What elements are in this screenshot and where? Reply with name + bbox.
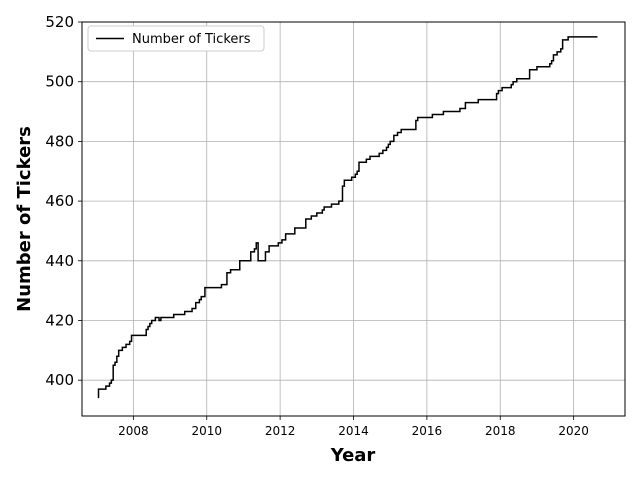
- y-tick-label: 520: [45, 13, 74, 31]
- x-tick-label: 2010: [191, 424, 222, 438]
- x-tick-label: 2020: [558, 424, 589, 438]
- x-axis-title: Year: [330, 445, 376, 466]
- x-tick-label: 2016: [412, 424, 443, 438]
- y-tick-label: 480: [45, 132, 74, 150]
- y-tick-label: 500: [45, 73, 74, 91]
- series-line-number-of-tickers: [97, 36, 598, 399]
- legend-box: [87, 25, 265, 52]
- x-tick-label: 2018: [485, 424, 516, 438]
- y-tick-label: 460: [45, 192, 74, 210]
- y-axis-title: Number of Tickers: [14, 126, 35, 312]
- y-tick-label: 400: [45, 371, 74, 389]
- x-tick-label: 2012: [265, 424, 296, 438]
- legend: Number of Tickers: [87, 25, 265, 52]
- x-tick-label: 2014: [338, 424, 369, 438]
- y-tick-label: 440: [45, 252, 74, 270]
- y-axis-ticks: 400 420 440 460 480 500 520: [45, 13, 82, 389]
- x-tick-label: 2008: [118, 424, 149, 438]
- y-tick-label: 420: [45, 311, 74, 329]
- legend-label: Number of Tickers: [132, 32, 251, 47]
- x-axis-ticks: 2008 2010 2012 2014 2016 2018 2020: [118, 416, 589, 438]
